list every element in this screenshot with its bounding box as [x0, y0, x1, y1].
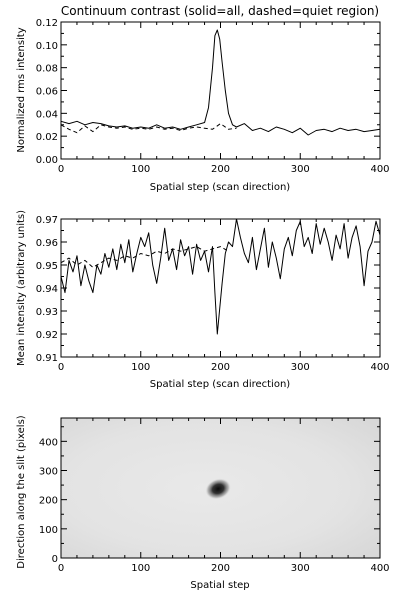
y-tick-label: 100: [39, 525, 58, 536]
x-tick-label: 400: [370, 563, 389, 574]
x-tick-label: 0: [58, 164, 64, 175]
panel-2-series: [60, 218, 381, 335]
panel-3-features: [205, 478, 231, 500]
x-tick-label: 100: [131, 362, 150, 373]
series-line-quiet-region: [60, 123, 237, 134]
x-tick-label: 200: [211, 362, 230, 373]
y-tick-label: 0.97: [36, 215, 58, 226]
panel-1-ticks: 0 100 200 300 400 0.00 0.02 0.04 0.06 0.08 0.10 0.1…: [36, 18, 390, 175]
y-tick-label: 0.00: [36, 155, 58, 166]
x-tick-label: 0: [58, 362, 64, 373]
panel-3-ticks: 0 100 200 300 400 0 100 200 300 400: [39, 418, 390, 574]
panel-1-xlabel: Spatial step (scan direction): [150, 182, 290, 193]
y-tick-label: 0.04: [36, 109, 58, 120]
y-tick-label: 300: [39, 467, 58, 478]
panel-1-ylabel: Normalized rms intensity: [16, 27, 27, 152]
panel-2-ticks: 0 100 200 300 400 0.91 0.92 0.93 0.94 0.95 0.96 0.9…: [36, 215, 390, 373]
y-tick-label: 0.96: [36, 238, 58, 249]
panel-2-frame: [60, 218, 381, 358]
panel-2-ylabel: Mean intensity (arbitrary units): [16, 210, 27, 366]
x-tick-label: 100: [131, 563, 150, 574]
x-tick-label: 200: [211, 164, 230, 175]
x-tick-label: 300: [291, 362, 310, 373]
y-tick-label: 0.02: [36, 132, 58, 143]
y-tick-label: 0.12: [36, 18, 58, 29]
y-tick-label: 400: [39, 437, 58, 448]
x-tick-label: 0: [58, 563, 64, 574]
y-tick-label: 200: [39, 496, 58, 507]
x-tick-label: 400: [370, 164, 389, 175]
series-line-all: [60, 29, 381, 136]
y-tick-label: 0.06: [36, 87, 58, 98]
series-line-all: [60, 218, 381, 335]
y-tick-label: 0.94: [36, 284, 58, 295]
series-line-quiet-region: [60, 246, 229, 268]
y-tick-label: 0.91: [36, 353, 58, 364]
panel-1-title: Continuum contrast (solid=all, dashed=qu…: [61, 4, 379, 18]
y-tick-label: 0.10: [36, 41, 58, 52]
panel-2-xlabel: Spatial step (scan direction): [150, 379, 290, 390]
rms-contrast-panel: Continuum contrast (solid=all, dashed=qu…: [16, 4, 390, 193]
y-tick-label: 0: [52, 554, 58, 565]
y-tick-label: 0.92: [36, 330, 58, 341]
panel-3-ylabel: Direction along the slit (pixels): [16, 415, 27, 568]
panel-1-series: [60, 29, 381, 136]
x-tick-label: 300: [291, 164, 310, 175]
y-tick-label: 0.93: [36, 307, 58, 318]
x-tick-label: 300: [291, 563, 310, 574]
y-tick-label: 0.08: [36, 64, 58, 75]
x-tick-label: 200: [211, 563, 230, 574]
y-tick-label: 0.95: [36, 261, 58, 272]
x-tick-label: 400: [370, 362, 389, 373]
x-tick-label: 100: [131, 164, 150, 175]
dark-feature-spot: [205, 478, 231, 500]
panel-3-xlabel: Spatial step: [190, 580, 249, 591]
mean-intensity-panel: 0 100 200 300 400 0.91 0.92 0.93 0.94 0.95 0.96 0.9…: [16, 210, 390, 390]
